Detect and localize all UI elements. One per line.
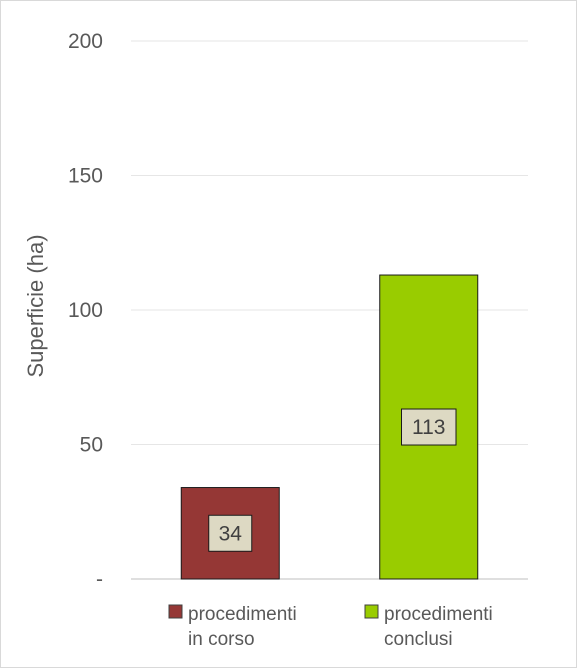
legend-swatch bbox=[364, 604, 379, 619]
y-tick-label: 150 bbox=[68, 165, 103, 188]
bars bbox=[180, 274, 479, 580]
data-label: 113 bbox=[412, 416, 445, 439]
y-tick-label: 50 bbox=[80, 434, 103, 457]
y-tick-label: 200 bbox=[68, 30, 103, 53]
data-label-box bbox=[401, 408, 457, 446]
data-label-box bbox=[208, 514, 253, 552]
y-tick-label: 100 bbox=[68, 299, 103, 322]
legend-entry-text: conclusi bbox=[384, 629, 453, 650]
legend-entry-text: procedimenti bbox=[188, 604, 297, 625]
data-labels: 34 113 bbox=[208, 408, 457, 552]
y-axis-ticks: - 50 100 150 200 bbox=[68, 30, 103, 591]
data-label: 34 bbox=[219, 522, 243, 545]
y-axis-title: Superficie (ha) bbox=[23, 234, 48, 377]
y-tick-label: - bbox=[96, 568, 103, 591]
legend-entry-text: in corso bbox=[188, 629, 255, 650]
legend-entry-text: procedimenti bbox=[384, 604, 493, 625]
legend-swatch bbox=[168, 604, 183, 619]
legend: procedimenti in corso procedimenti conclusi bbox=[168, 604, 493, 650]
